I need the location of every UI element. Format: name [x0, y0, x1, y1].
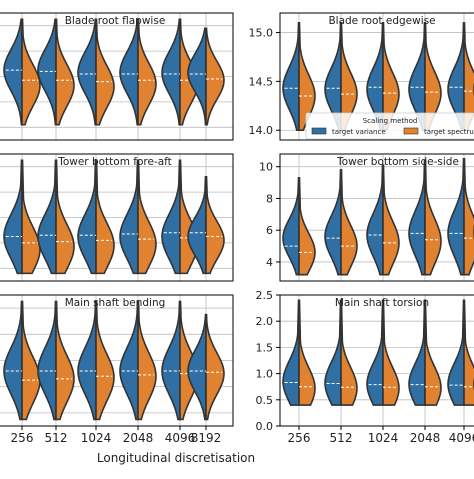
y-tick-label: 10 — [259, 161, 273, 174]
legend-swatch — [312, 128, 326, 134]
violin-half-target-variance — [78, 302, 96, 420]
violin-half-target-variance — [162, 19, 180, 124]
y-tick-label: 14.5 — [249, 75, 274, 88]
violin-half-target-variance — [409, 300, 425, 405]
x-tick-label: 256 — [288, 431, 311, 445]
y-tick-label: 2.0 — [256, 315, 274, 328]
legend-title: Scaling method — [363, 117, 418, 125]
violin-half-target-variance — [38, 160, 56, 273]
violins — [4, 19, 224, 124]
panel-title: Main shaft torsion — [335, 297, 429, 309]
violin-half-target-spectrum — [299, 300, 315, 405]
violin-half-target-spectrum — [383, 165, 399, 275]
panel-middle-left: Tower bottom fore-aft — [0, 154, 233, 281]
x-axis-label: Longitudinal discretisation — [97, 451, 255, 465]
x-tick-label: 1024 — [368, 431, 399, 445]
y-tick-label: 8 — [266, 192, 273, 205]
violin-half-target-variance — [188, 28, 206, 125]
violins — [283, 300, 474, 405]
y-tick-label: 0.0 — [256, 420, 274, 433]
violin-half-target-spectrum — [425, 300, 441, 405]
legend-label: target spectrum — [424, 128, 474, 136]
panel-title: Tower bottom side-side — [336, 156, 459, 168]
panel-title: Main shaft bending — [65, 297, 166, 309]
violin-half-target-variance — [78, 19, 96, 124]
x-tick-label: 256 — [11, 431, 34, 445]
x-tick-label: 4096 — [449, 431, 474, 445]
y-tick-label: 14.0 — [249, 124, 274, 137]
violin-half-target-variance — [448, 159, 464, 275]
panel-top-right: Blade root edgewise 14.0 14.5 15.0 Scaling m… — [249, 13, 474, 140]
panel-bottom-right: Main shaft torsion 0.0 0.5 1.0 1.5 2.0 2.5 — [256, 289, 474, 433]
violin-half-target-variance — [283, 300, 299, 405]
violin-half-target-variance — [367, 300, 383, 405]
violin-half-target-spectrum — [464, 159, 474, 275]
violin-half-target-spectrum — [96, 19, 114, 124]
violin-half-target-spectrum — [56, 160, 74, 273]
violin-half-target-spectrum — [22, 160, 40, 273]
violin-half-target-variance — [448, 300, 464, 405]
x-tick-label: 1024 — [81, 431, 112, 445]
x-tick-label: 2048 — [410, 431, 441, 445]
violin-half-target-spectrum — [138, 160, 156, 273]
violin-half-target-spectrum — [206, 28, 224, 125]
violin-half-target-spectrum — [341, 170, 357, 275]
violin-half-target-spectrum — [383, 300, 399, 405]
violin-half-target-variance — [120, 160, 138, 273]
violins — [4, 160, 224, 273]
violin-half-target-variance — [162, 302, 180, 420]
x-tick-label: 512 — [45, 431, 68, 445]
legend-swatch — [404, 128, 418, 134]
panel-bottom-left: Main shaft bending — [0, 295, 233, 426]
violin-half-target-variance — [4, 19, 22, 124]
y-tick-label: 1.0 — [256, 368, 274, 381]
y-tick-label: 2.5 — [256, 289, 274, 302]
panel-title: Blade root edgewise — [328, 15, 435, 27]
violin-half-target-variance — [4, 302, 22, 420]
violins — [283, 157, 474, 274]
violin-half-target-spectrum — [299, 178, 315, 275]
violin-half-target-variance — [325, 170, 341, 275]
y-tick-label: 0.5 — [256, 394, 274, 407]
violin-half-target-variance — [38, 302, 56, 420]
legend-label: target variance — [332, 128, 386, 136]
x-tick-label: 8192 — [191, 431, 222, 445]
panel-title: Blade root flapwise — [65, 15, 166, 27]
violin-half-target-variance — [120, 19, 138, 124]
violin-half-target-variance — [409, 160, 425, 274]
y-tick-label: 4 — [266, 256, 273, 269]
violin-half-target-spectrum — [96, 160, 114, 273]
violin-half-target-variance — [283, 23, 299, 130]
violin-half-target-spectrum — [138, 19, 156, 124]
x-tick-label: 512 — [330, 431, 353, 445]
x-tick-labels: 2562565125121024102420482048409640968192 — [11, 426, 474, 445]
violin-half-target-variance — [162, 160, 180, 273]
violin-half-target-spectrum — [206, 177, 224, 274]
x-tick-label: 2048 — [123, 431, 154, 445]
violin-half-target-variance — [188, 315, 206, 420]
violin-half-target-variance — [120, 302, 138, 420]
violin-half-target-variance — [4, 160, 22, 273]
panel-top-left: Blade root flapwise — [0, 13, 233, 140]
y-tick-label: 6 — [266, 224, 273, 237]
violin-half-target-spectrum — [56, 19, 74, 124]
violin-half-target-variance — [283, 178, 299, 275]
violin-half-target-variance — [367, 165, 383, 275]
violin-half-target-spectrum — [464, 300, 474, 405]
violin-half-target-variance — [38, 19, 56, 124]
violin-half-target-spectrum — [425, 160, 441, 274]
panels: Blade root flapwise Blade root edgewise 14… — [0, 13, 474, 433]
violin-half-target-spectrum — [341, 300, 357, 405]
violin-half-target-variance — [78, 160, 96, 273]
violin-half-target-spectrum — [206, 315, 224, 420]
legend: Scaling method target variance target spec… — [306, 113, 474, 139]
violin-half-target-variance — [325, 300, 341, 405]
panel-title: Tower bottom fore-aft — [57, 156, 172, 168]
y-tick-label: 1.5 — [256, 341, 274, 354]
y-tick-label: 15.0 — [249, 27, 274, 40]
panel-middle-right: Tower bottom side-side 4 6 8 10 — [259, 154, 474, 281]
